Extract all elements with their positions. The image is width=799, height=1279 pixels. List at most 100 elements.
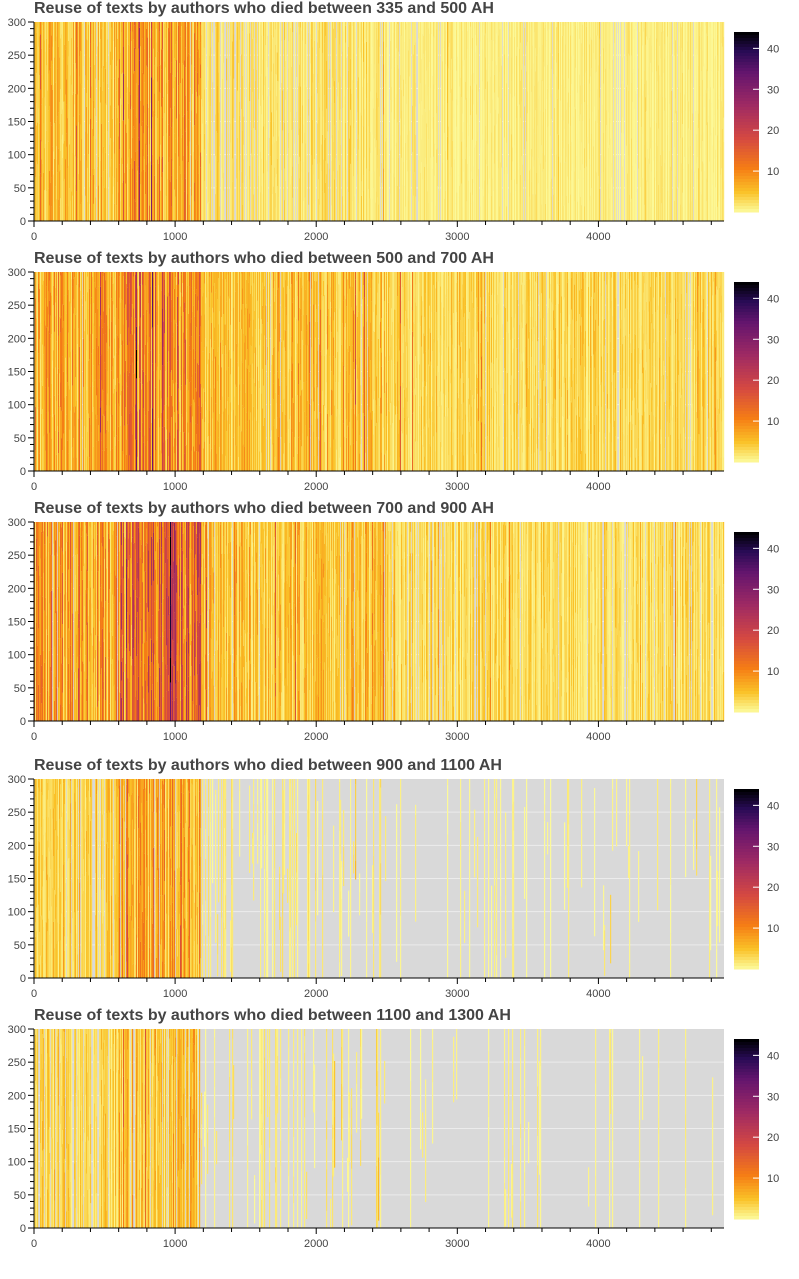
heatmap-cell	[617, 33, 618, 58]
heatmap-cell	[267, 96, 268, 137]
heatmap-cell	[189, 55, 190, 102]
heatmap-cell	[239, 171, 240, 221]
colorbar-swatch	[734, 134, 759, 138]
heatmap-cell	[439, 59, 440, 100]
colorbar-swatch	[734, 188, 759, 192]
heatmap-cell	[279, 203, 280, 221]
heatmap-cell	[269, 284, 270, 339]
heatmap-cell	[282, 190, 283, 221]
y-tick-label: 300	[8, 17, 26, 29]
heatmap-cell	[228, 151, 229, 188]
heatmap-cell	[692, 22, 693, 57]
heatmap-cell	[388, 65, 389, 106]
heatmap-cell	[676, 187, 677, 221]
heatmap-cell	[327, 22, 328, 23]
colorbar-swatch	[734, 77, 759, 81]
colorbar-swatch	[734, 41, 759, 45]
heatmap-cell	[388, 31, 389, 46]
colorbar-swatch	[734, 113, 759, 117]
x-tick-label: 0	[31, 231, 37, 243]
heatmap-cell	[437, 186, 438, 221]
heatmap-cell	[279, 130, 280, 159]
heatmap-cell	[335, 178, 336, 221]
heatmap-cell	[292, 32, 293, 89]
heatmap-cell	[381, 163, 382, 183]
heatmap-cell	[346, 89, 347, 102]
y-tick-label: 50	[14, 183, 26, 195]
heatmap-cell	[615, 124, 616, 157]
colorbar-swatch	[734, 80, 759, 84]
heatmap-cell	[210, 106, 211, 170]
heatmap-cell	[95, 197, 96, 221]
colorbar-swatch	[734, 140, 759, 144]
heatmap-cell	[265, 306, 266, 366]
heatmap-cell	[226, 22, 227, 58]
heatmap-cell	[279, 386, 280, 417]
heatmap-cell	[223, 109, 224, 172]
colorbar-swatch	[734, 101, 759, 105]
heatmap-cell	[233, 34, 234, 79]
heatmap-cell	[228, 188, 229, 221]
heatmap-cell	[415, 42, 416, 82]
heatmap-cell	[329, 88, 330, 124]
heatmap-cell	[599, 125, 600, 188]
heatmap-cell	[723, 199, 724, 221]
colorbar-swatch	[734, 206, 759, 210]
colorbar-swatch	[734, 107, 759, 111]
heatmap-cell	[346, 103, 347, 169]
heatmap-cell	[269, 272, 270, 284]
heatmap-cell	[335, 69, 336, 127]
heatmap-cell	[524, 181, 525, 221]
colorbar-swatch	[734, 149, 759, 153]
heatmap-cell	[233, 162, 234, 221]
heatmap-cell	[308, 205, 309, 221]
colorbar-swatch	[734, 68, 759, 72]
heatmap-cell	[379, 47, 380, 98]
heatmap-cell	[398, 52, 399, 69]
heatmap-cell	[212, 82, 213, 122]
heatmap-cell	[95, 79, 96, 117]
heatmap-cell	[551, 93, 552, 119]
colorbar-swatch	[734, 173, 759, 177]
heatmap-cell	[253, 38, 254, 69]
heatmap-cell	[205, 29, 206, 59]
heatmap-cell	[501, 22, 502, 24]
heatmap-cell	[551, 22, 552, 69]
heatmap-cell	[95, 116, 96, 139]
heatmap-cell	[223, 191, 224, 221]
x-tick-label: 4000	[586, 231, 610, 243]
heatmap-cell	[306, 22, 307, 87]
heatmap-cell	[279, 342, 280, 386]
heatmap-cell	[253, 128, 254, 194]
heatmap-cell	[223, 63, 224, 110]
colorbar-swatch	[734, 44, 759, 48]
heatmap-cell	[226, 160, 227, 221]
heatmap-cell	[636, 163, 637, 192]
heatmap-cell	[381, 135, 382, 163]
heatmap-cell	[265, 365, 266, 421]
heatmap-cell	[282, 130, 283, 190]
heatmap-cell	[308, 22, 309, 33]
heatmap-cell	[107, 22, 108, 39]
heatmap-cell	[398, 125, 399, 158]
colorbar-swatch	[734, 179, 759, 183]
heatmap-cell	[723, 118, 724, 142]
heatmap-cell	[623, 159, 624, 221]
heatmap-cell	[292, 166, 293, 197]
colorbar-swatch	[734, 74, 759, 78]
colorbar-swatch	[734, 92, 759, 96]
heatmap-cell	[671, 56, 672, 91]
heatmap-cell	[388, 46, 389, 65]
heatmap-cell	[340, 109, 341, 145]
heatmap-cell	[239, 102, 240, 116]
heatmap-cell	[415, 83, 416, 107]
heatmap-cell	[286, 22, 287, 55]
heatmap-cell	[355, 133, 356, 165]
heatmap-cell	[282, 49, 283, 90]
heatmap-cell	[296, 77, 297, 112]
heatmap-cell	[388, 169, 389, 221]
heatmap-cell	[522, 165, 523, 221]
colorbar-swatch	[734, 200, 759, 204]
